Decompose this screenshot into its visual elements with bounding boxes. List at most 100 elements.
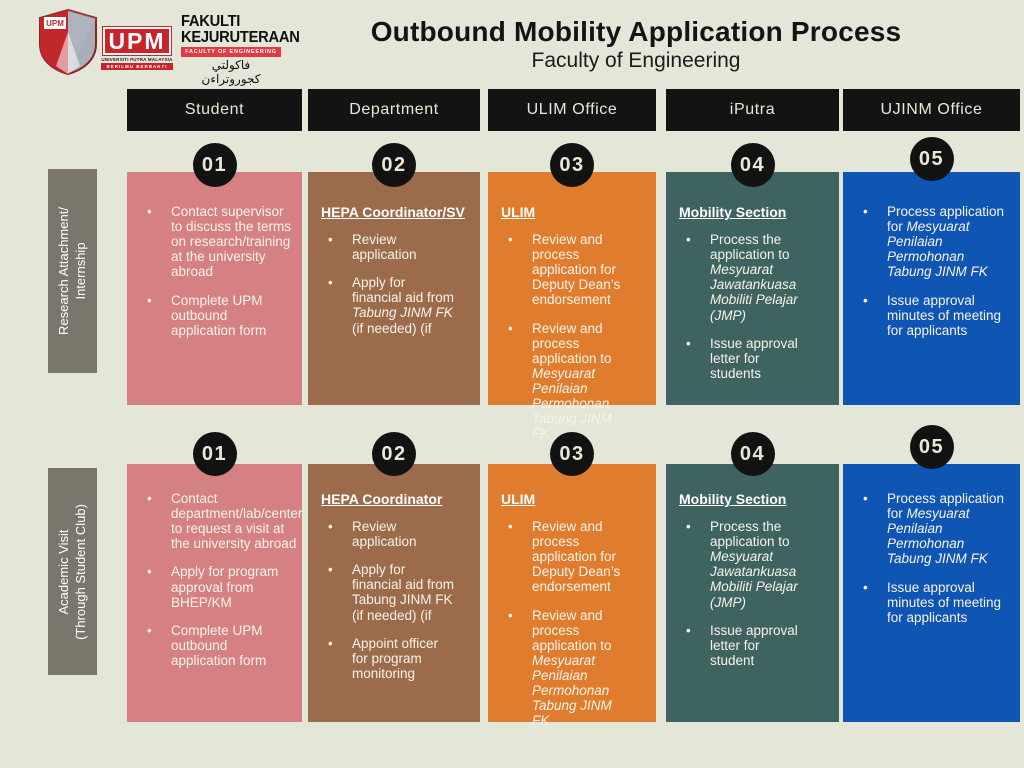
process-step-bullet: • Complete UPM outbound application form	[137, 293, 296, 338]
cell-research-attachment-ulim: ULIM • Review and process application for …	[488, 172, 656, 441]
step-badge-01: 01	[192, 143, 237, 187]
bullet-marker: •	[686, 622, 691, 638]
bullet-marker: •	[863, 204, 868, 219]
bullet-marker: •	[508, 232, 513, 247]
process-step-bullet: • Review and process application for Depu…	[498, 232, 650, 308]
bullet-text: Apply for financial aid from Tabung JINM…	[352, 275, 455, 336]
process-step-bullet: • Process application for Mesyuarat Penil…	[853, 204, 1014, 280]
faculty-name-english: FACULTY OF ENGINEERING	[181, 47, 281, 58]
row-label-academic-visit: Academic Visit (Through Student Club)	[48, 468, 97, 675]
column-header-student: Student	[127, 89, 302, 131]
process-step-bullet: • Complete UPM outbound application form	[137, 623, 296, 668]
process-step-bullet: • Process application for Mesyuarat Penil…	[853, 491, 1014, 567]
cell-heading: HEPA Coordinator/SV	[321, 204, 465, 220]
step-badge-02: 02	[372, 432, 416, 476]
process-step-bullet: • Contact department/lab/center to reques…	[137, 491, 302, 551]
bullet-text: Apply for financial aid from Tabung JINM…	[352, 562, 455, 623]
bullet-marker: •	[328, 232, 333, 247]
process-step-bullet: • Issue approval minutes of meeting for a…	[853, 580, 1014, 625]
bullet-text: Issue approval letter for student	[710, 622, 798, 668]
process-step-bullet: • Apply for financial aid from Tabung JIN…	[318, 562, 474, 622]
row-label-research-attachment: Research Attachment/Internship	[48, 169, 97, 373]
bullet-marker: •	[147, 292, 152, 308]
bullet-text: Issue approval minutes of meeting for ap…	[887, 579, 1002, 625]
process-step-bullet: • Apply for program approval from BHEP/KM	[137, 564, 296, 609]
bullet-marker: •	[328, 519, 333, 534]
bullet-text: Complete UPM outbound application form	[171, 622, 267, 668]
row-label-line: Academic Visit	[55, 528, 71, 615]
bullet-marker: •	[863, 579, 868, 595]
bullet-marker: •	[328, 275, 333, 291]
cell-academic-visit-ulim: ULIM • Review and process application for …	[488, 464, 656, 728]
bullet-text: Review application	[352, 519, 417, 550]
bullet-text: Appoint officer for program monitoring	[352, 635, 439, 681]
bullet-marker: •	[328, 562, 333, 578]
cell-heading: ULIM	[501, 204, 536, 220]
step-badge-01: 01	[192, 432, 237, 476]
bullet-text: Review and process application for Deput…	[532, 519, 621, 595]
bullet-text: Contact department/lab/center to request…	[171, 491, 303, 552]
cell-research-attachment-department: HEPA Coordinator/SV • Review application • A…	[308, 172, 480, 405]
row-label-line: Research Attachment/	[55, 207, 71, 335]
bullet-text: Process the application to Mesyuarat Jaw…	[710, 519, 798, 610]
row-label-line: (Through Student Club)	[72, 503, 88, 640]
bullet-marker: •	[147, 564, 152, 580]
cell-heading: Mobility Section	[679, 491, 787, 507]
svg-text:UPM: UPM	[46, 19, 64, 28]
step-badge-05: 05	[909, 137, 954, 181]
page-title: Outbound Mobility Application Process	[370, 16, 902, 47]
bullet-text: Review and process application to Mesyua…	[532, 607, 612, 729]
bullet-marker: •	[863, 491, 868, 506]
bullet-marker: •	[508, 320, 513, 336]
bullet-marker: •	[686, 335, 691, 351]
process-step-bullet: • Review and process application for Depu…	[498, 519, 650, 595]
process-step-bullet: • Contact supervisor to discuss the terms…	[137, 204, 296, 280]
process-step-bullet: • Process the application to Mesyuarat Ja…	[676, 519, 833, 610]
bullet-text: Process the application to Mesyuarat Jaw…	[710, 232, 798, 323]
process-step-bullet: • Issue approval letter for students	[676, 336, 833, 381]
bullet-marker: •	[147, 204, 152, 219]
step-badge-05: 05	[909, 425, 954, 469]
cell-heading: ULIM	[501, 491, 536, 507]
process-step-bullet: • Review application	[318, 232, 474, 262]
bullet-marker: •	[508, 519, 513, 534]
faculty-name-line2: KEJURUTERAAN	[181, 28, 300, 46]
process-step-bullet: • Appoint officer for program monitoring	[318, 636, 474, 681]
faculty-name-line1: FAKULTI	[181, 13, 241, 30]
page-subtitle: Faculty of Engineering	[531, 49, 741, 72]
upm-wordmark-text: UPM	[103, 27, 171, 56]
process-step-bullet: • Review and process application to Mesyu…	[498, 608, 650, 729]
bullet-text: Review application	[352, 232, 417, 263]
bullet-marker: •	[686, 232, 691, 247]
bullet-text: Complete UPM outbound application form	[171, 292, 267, 338]
upm-crest-icon: UPM	[39, 8, 97, 76]
column-header-iputra: iPutra	[666, 89, 839, 131]
step-badge-04: 04	[730, 143, 775, 187]
bullet-text: Apply for program approval from BHEP/KM	[171, 564, 279, 610]
bullet-text: Contact supervisor to discuss the terms …	[171, 204, 292, 280]
bullet-marker: •	[147, 622, 152, 638]
cell-research-attachment-iputra: Mobility Section • Process the application…	[666, 172, 839, 405]
bullet-text: Issue approval minutes of meeting for ap…	[887, 292, 1002, 338]
bullet-marker: •	[863, 292, 868, 308]
cell-heading: Mobility Section	[679, 204, 787, 220]
bullet-text: Review and process application for Deput…	[532, 232, 621, 308]
column-header-department: Department	[308, 89, 480, 131]
row-label-line: Internship	[72, 242, 88, 300]
process-step-bullet: • Issue approval letter for student	[676, 623, 833, 668]
column-header-ulim-office: ULIM Office	[488, 89, 656, 131]
step-badge-03: 03	[550, 432, 594, 476]
bullet-marker: •	[147, 491, 152, 506]
cell-research-attachment-ujinm: • Process application for Mesyuarat Penil…	[843, 172, 1020, 405]
bullet-text: Review and process application to Mesyua…	[532, 320, 612, 442]
column-header-ujinm-office: UJINM Office	[843, 89, 1020, 131]
cell-academic-visit-student: • Contact department/lab/center to reques…	[127, 464, 302, 722]
upm-wordmark-logo: UPM UNIVERSITI PUTRA MALAYSIA BERILMU BE…	[101, 27, 173, 71]
upm-university-name: UNIVERSITI PUTRA MALAYSIA	[101, 57, 173, 63]
process-step-bullet: • Review and process application to Mesyu…	[498, 321, 650, 442]
faculty-logo: FAKULTI KEJURUTERAAN FACULTY OF ENGINEER…	[181, 13, 300, 86]
process-step-bullet: • Review application	[318, 519, 474, 549]
step-badge-02: 02	[372, 143, 416, 187]
cell-research-attachment-student: • Contact supervisor to discuss the terms…	[127, 172, 302, 405]
